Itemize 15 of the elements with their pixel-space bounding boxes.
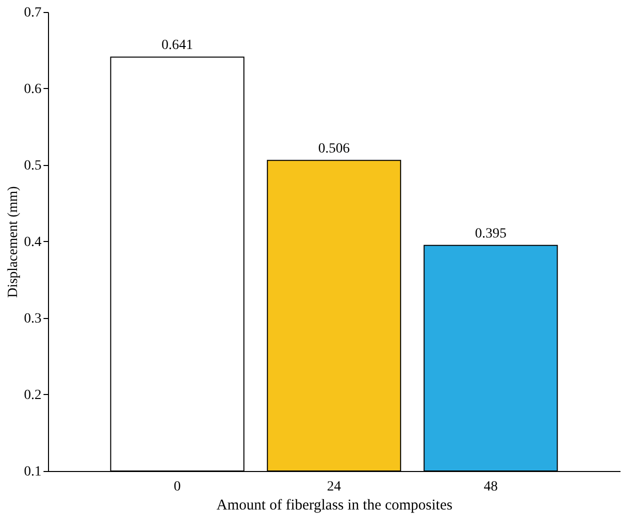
- data-label: 0.395: [474, 226, 506, 242]
- y-axis-title: Displacement (mm): [6, 186, 21, 298]
- y-tick-label: 0.2: [24, 388, 42, 403]
- y-tick-label: 0.1: [24, 464, 42, 480]
- y-tick-label: 0.4: [24, 235, 42, 250]
- x-axis-title: Amount of fiberglass in the composites: [216, 498, 453, 514]
- y-tick-label: 0.5: [24, 158, 42, 174]
- x-tick-label: 48: [484, 480, 498, 494]
- data-label: 0.506: [318, 141, 350, 156]
- y-tick-label: 0.7: [24, 6, 42, 20]
- y-tick-label: 0.6: [24, 82, 42, 97]
- data-label: 0.641: [162, 38, 194, 54]
- y-tick-label: 0.3: [24, 312, 42, 326]
- x-tick-label: 24: [327, 480, 341, 494]
- x-tick-label: 0: [174, 480, 181, 494]
